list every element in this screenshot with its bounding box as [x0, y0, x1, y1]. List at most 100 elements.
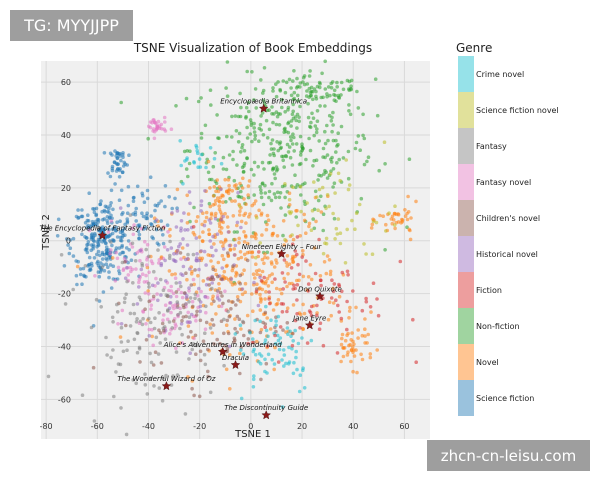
point — [258, 319, 262, 324]
annotation-label: Dracula — [222, 354, 249, 362]
point — [97, 299, 102, 303]
point — [183, 412, 188, 416]
point — [80, 208, 84, 212]
point — [92, 239, 96, 243]
point — [152, 326, 157, 331]
point — [150, 235, 154, 239]
point — [169, 284, 173, 289]
point — [252, 173, 256, 177]
point — [291, 185, 295, 190]
point — [203, 189, 207, 193]
point — [304, 259, 308, 263]
point — [220, 226, 224, 230]
point — [209, 302, 214, 306]
point — [272, 153, 277, 158]
point — [278, 146, 283, 151]
point — [137, 232, 142, 237]
point — [363, 334, 367, 338]
point — [159, 199, 163, 203]
point — [292, 135, 296, 140]
point — [191, 304, 195, 309]
point — [334, 138, 338, 143]
point — [135, 302, 140, 306]
point — [105, 258, 109, 262]
point — [346, 176, 351, 181]
point — [169, 294, 173, 299]
point — [363, 317, 367, 321]
point — [281, 302, 286, 306]
point — [143, 383, 148, 387]
point — [258, 308, 263, 312]
point — [278, 325, 283, 329]
point — [206, 369, 210, 374]
legend-entry-label: Fantasy novel — [476, 178, 531, 187]
point — [163, 258, 167, 263]
point — [220, 294, 224, 298]
point — [217, 199, 221, 203]
point — [134, 219, 138, 223]
point — [254, 339, 259, 344]
point — [403, 208, 407, 212]
point — [352, 354, 357, 358]
point — [253, 318, 257, 323]
point — [253, 276, 257, 280]
point — [207, 283, 211, 287]
point — [239, 348, 243, 352]
point — [121, 349, 126, 354]
point — [235, 314, 240, 319]
point — [293, 249, 298, 253]
point — [346, 350, 350, 355]
point — [267, 189, 272, 194]
point — [405, 217, 410, 222]
point — [279, 206, 283, 210]
point — [248, 118, 253, 122]
point — [80, 232, 84, 237]
point — [184, 257, 188, 262]
point — [245, 258, 250, 263]
point — [109, 286, 114, 290]
point — [295, 235, 300, 239]
point — [332, 216, 337, 221]
point — [193, 296, 197, 301]
point — [278, 112, 283, 116]
point — [94, 213, 98, 218]
point — [160, 321, 165, 326]
point — [283, 195, 287, 200]
point — [209, 259, 213, 263]
point — [248, 212, 252, 216]
point — [287, 197, 292, 202]
point — [174, 346, 178, 351]
point — [86, 223, 90, 228]
point — [169, 310, 173, 315]
point — [125, 348, 129, 353]
point — [291, 371, 296, 376]
point — [321, 212, 326, 216]
point — [350, 331, 354, 335]
point — [169, 383, 174, 387]
point — [329, 313, 334, 318]
point — [257, 126, 262, 131]
point — [241, 352, 246, 356]
x-tick-label: 40 — [348, 422, 358, 431]
point — [105, 221, 110, 225]
watermark-bottom-right: zhcn-cn-leisu.com — [427, 440, 590, 471]
point — [286, 272, 290, 276]
point — [201, 339, 206, 344]
point — [194, 343, 199, 348]
point — [336, 171, 341, 176]
point — [244, 105, 249, 110]
point — [309, 313, 314, 318]
point — [327, 258, 332, 262]
point — [242, 197, 246, 201]
point — [124, 246, 129, 250]
point — [265, 256, 270, 260]
point — [263, 191, 268, 195]
point — [74, 259, 78, 263]
legend-entry-label: Fiction — [476, 286, 502, 295]
point — [221, 214, 225, 219]
point — [94, 297, 99, 302]
point — [158, 331, 163, 335]
point — [288, 329, 292, 334]
legend-swatch — [458, 272, 474, 308]
point — [208, 390, 213, 395]
